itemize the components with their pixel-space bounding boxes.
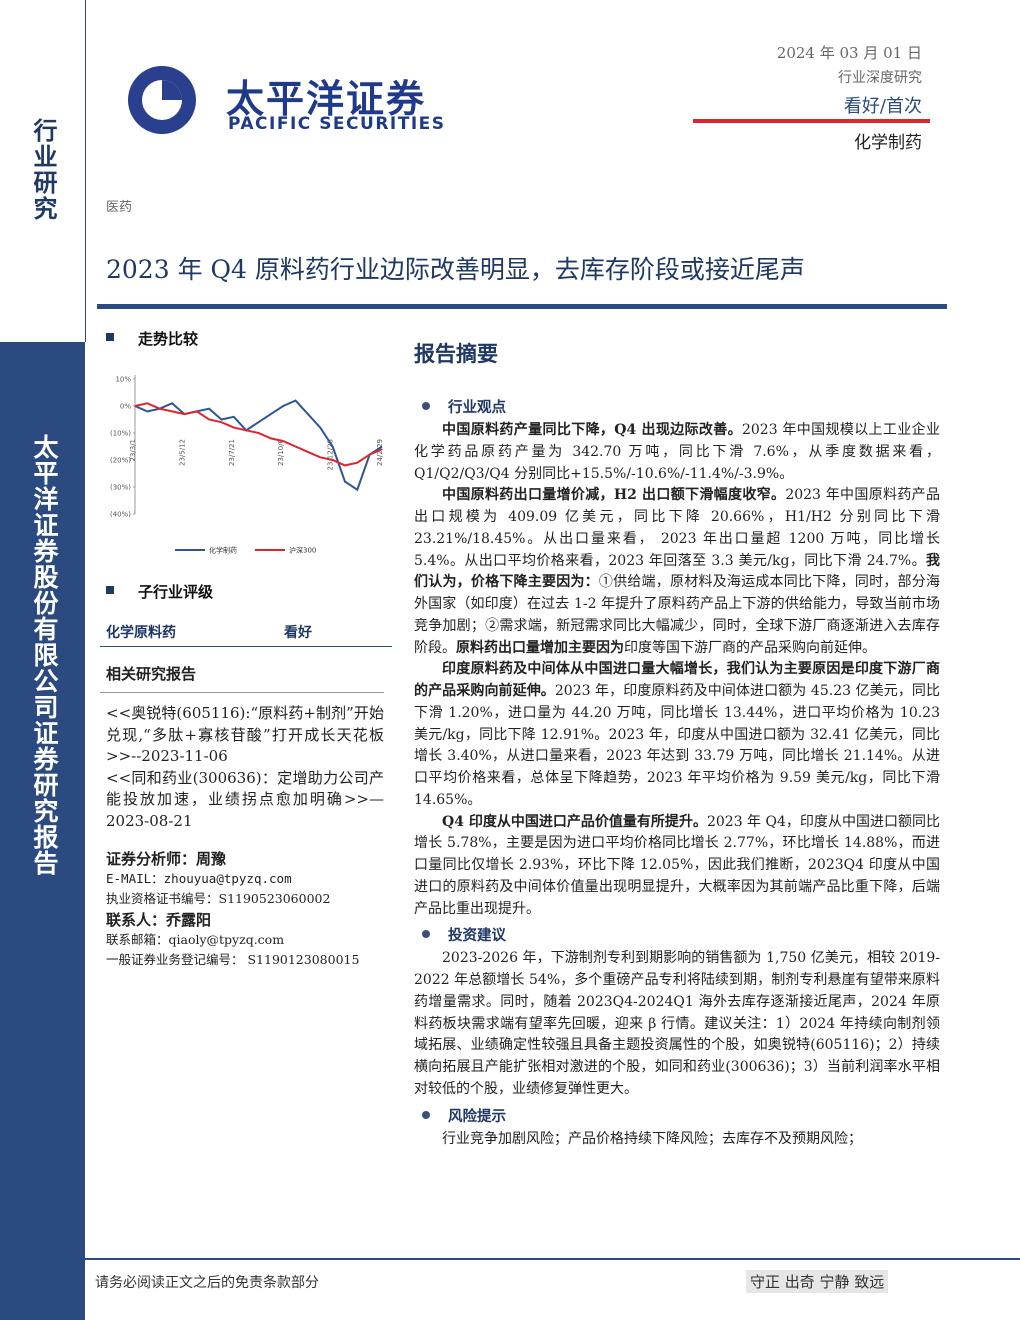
text-run: 我们认为，价格下降主要因为： [414, 552, 940, 591]
footer-rule [85, 1258, 1020, 1260]
analyst: 证券分析师：周豫 [106, 850, 227, 868]
brand-en: PACIFIC SECURITIES [228, 114, 446, 134]
text-run: 2023 年中国原料药产品出口规模为 409.09 亿美元，同比下降 20.66… [414, 487, 940, 569]
chart: 10% 0% (10%) (20%) (30%) (40%) 23/3/1 23/5/12 23… [110, 375, 384, 555]
rating-sector: 化学原料药 [106, 625, 176, 641]
paragraph: Q4 印度从中国进口产品价值量有所提升。2023 年 Q4，印度从中国进口额同比… [414, 812, 940, 921]
left-column: 走势比较 [100, 328, 392, 349]
text-run: 印度原料药及中间体从中国进口量大幅增长，我们认为主要原因是印度下游厂商的产品采购… [414, 661, 940, 699]
x-tick-label: 23/12/28 [327, 439, 335, 470]
sidebar-top: 行业研究 [0, 0, 86, 342]
rating: 看好/首次 [843, 96, 922, 117]
section-title: 风险提示 [414, 1105, 940, 1126]
series-line [134, 402, 383, 467]
rating-rule [693, 119, 930, 123]
paragraph: 中国原料药产量同比下降，Q4 出现边际改善。2023 年中国规模以上工业企业化学… [414, 420, 940, 485]
report-type: 行业深度研究 [838, 70, 922, 86]
contact-cert: 一般证券业务登记编号： S1190123080015 [106, 952, 360, 967]
text-run: 2023 年 Q4，印度从中国进口额同比增长 5.78%，主要是因为进口平均价格… [414, 813, 940, 917]
sector: 化学制药 [854, 133, 922, 153]
brand: 太平洋证券 [226, 77, 427, 121]
section-title: 投资建议 [414, 924, 940, 945]
footer-disclaimer: 请务必阅读正文之后的免责条款部分 [95, 1275, 319, 1291]
y-tick-label: (30%) [110, 484, 131, 492]
footer-motto: 守正 出奇 宁静 致远 [746, 1270, 889, 1293]
rating-value: 看好 [284, 625, 312, 641]
text-run: 原料药出口量增加主要因为 [456, 639, 624, 656]
text-run: 中国原料药出口量增价减，H2 出口额下滑幅度收窄。 [442, 487, 786, 504]
contact-email: 联系邮箱：qiaoly@tpyzq.com [106, 932, 285, 947]
paragraph: 中国原料药出口量增价减，H2 出口额下滑幅度收窄。2023 年中国原料药产品出口… [414, 485, 940, 659]
text-run: 行业竞争加剧风险；产品价格持续下降风险；去库存不及预期风险； [442, 1130, 862, 1147]
related-heading: 相关研究报告 [106, 665, 197, 683]
text-run: 中国原料药产量同比下降，Q4 出现边际改善。 [442, 422, 742, 438]
sidebar-label: 行业研究 [29, 118, 58, 222]
text-run: ①供给端，原材料及海运成本同比下降，同时，部分海外国家（如印度）在过去 1-2 … [414, 574, 941, 656]
y-tick-label: 10% [115, 376, 131, 384]
text-run: 2023 年，印度原料药及中间体进口额为 45.23 亿美元，同比下滑 1.20… [414, 683, 940, 808]
rating-row: 化学原料药 看好 [100, 622, 392, 647]
related-report: <<同和药业(300636)：定增助力公司产能投放加速，业绩拐点愈加明确>>—2… [106, 768, 384, 830]
legend-label: 化学制药 [209, 546, 237, 555]
paragraph: 行业竞争加剧风险；产品价格持续下降风险；去库存不及预期风险； [414, 1129, 940, 1151]
x-tick-label: 24/2/29 [376, 439, 384, 466]
related-report: <<奥锐特(605116):“原料药+制剂”开始兑现,“多肽+寡核苷酸”打开成长… [106, 704, 384, 765]
summary-heading: 报告摘要 [414, 341, 498, 366]
cert: 执业资格证书编号：S1190523060002 [106, 891, 331, 906]
sidebar-bottom: 太平洋证券股份有限公司证券研究报告 [0, 342, 85, 1320]
related-list: <<奥锐特(605116):“原料药+制剂”开始兑现,“多肽+寡核苷酸”打开成长… [100, 692, 384, 832]
y-tick-label: 0% [120, 403, 131, 411]
section-heading: 走势比较 [100, 328, 392, 349]
industry: 医药 [106, 200, 133, 215]
legend-label: 沪深300 [289, 546, 316, 555]
text-run: Q4 印度从中国进口产品价值量有所提升。 [442, 813, 707, 830]
sidebar-company: 太平洋证券股份有限公司证券研究报告 [30, 434, 59, 876]
x-tick-label: 23/7/21 [228, 439, 236, 466]
summary-body: 行业观点中国原料药产量同比下降，Q4 出现边际改善。2023 年中国规模以上工业… [414, 392, 940, 1150]
paragraph: 2023-2026 年，下游制剂专利到期影响的销售额为 1,750 亿美元，相较… [414, 948, 940, 1100]
section-title: 行业观点 [414, 396, 940, 417]
text-run: 2023 年中国规模以上工业企业化学药品原药产量为 342.70 万吨，同比下滑… [414, 422, 940, 482]
x-tick-label: 23/5/12 [178, 439, 186, 466]
series-line [134, 399, 383, 492]
section-heading: 子行业评级 [100, 581, 392, 602]
text-run: 2023-2026 年，下游制剂专利到期影响的销售额为 1,750 亿美元，相较… [414, 950, 940, 1097]
y-tick-label: (20%) [110, 457, 131, 465]
x-tick-label: 23/3/1 [129, 439, 137, 462]
logo [109, 23, 196, 152]
text-run: 印度等国下游厂商的产品采购向前延伸。 [624, 639, 876, 656]
title-rule [97, 304, 947, 309]
y-tick-label: (40%) [110, 511, 131, 519]
date: 2024 年 03 月 01 日 [776, 44, 922, 62]
email: E-MAIL：zhouyua@tpyzq.com [106, 871, 292, 886]
x-tick-label: 23/10/6 [277, 438, 285, 466]
title: 2023 年 Q4 原料药行业边际改善明显，去库存阶段或接近尾声 [106, 255, 805, 284]
contact: 联系人：乔露阳 [106, 911, 212, 929]
paragraph: 印度原料药及中间体从中国进口量大幅增长，我们认为主要原因是印度下游厂商的产品采购… [414, 659, 940, 811]
y-tick-label: (10%) [110, 430, 131, 438]
left-column-lower: 子行业评级 化学原料药 看好 相关研究报告 <<奥锐特(605116):“原料药… [100, 581, 392, 970]
